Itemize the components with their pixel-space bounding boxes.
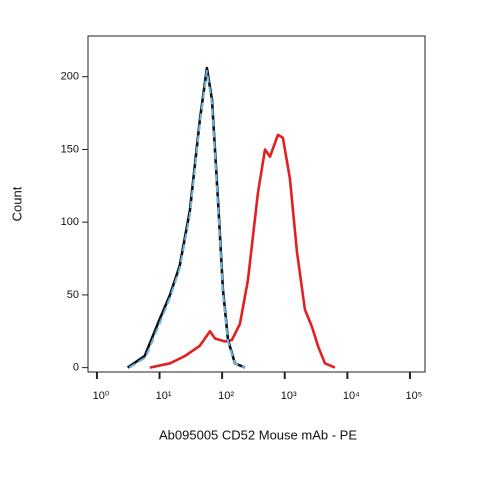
- x-tick-label: 10¹: [156, 390, 172, 402]
- y-axis-label: Count: [9, 186, 24, 221]
- y-tick-label: 150: [61, 143, 79, 155]
- y-tick-label: 100: [61, 216, 79, 228]
- x-tick-label: 10⁵: [406, 390, 423, 402]
- histogram-line: [149, 133, 336, 369]
- plot-frame: [87, 35, 426, 373]
- x-tick-label: 10²: [218, 390, 234, 402]
- y-tick-label: 0: [73, 362, 79, 374]
- histogram-line: [128, 69, 246, 369]
- y-tick-label: 50: [67, 289, 79, 301]
- x-tick-label: 10³: [281, 390, 297, 402]
- x-axis-label: Ab095005 CD52 Mouse mAb - PE: [159, 427, 357, 442]
- x-tick-label: 10⁰: [93, 390, 110, 402]
- x-tick-label: 10⁴: [343, 390, 360, 402]
- histogram-line: [126, 66, 246, 369]
- y-tick-label: 200: [61, 71, 79, 83]
